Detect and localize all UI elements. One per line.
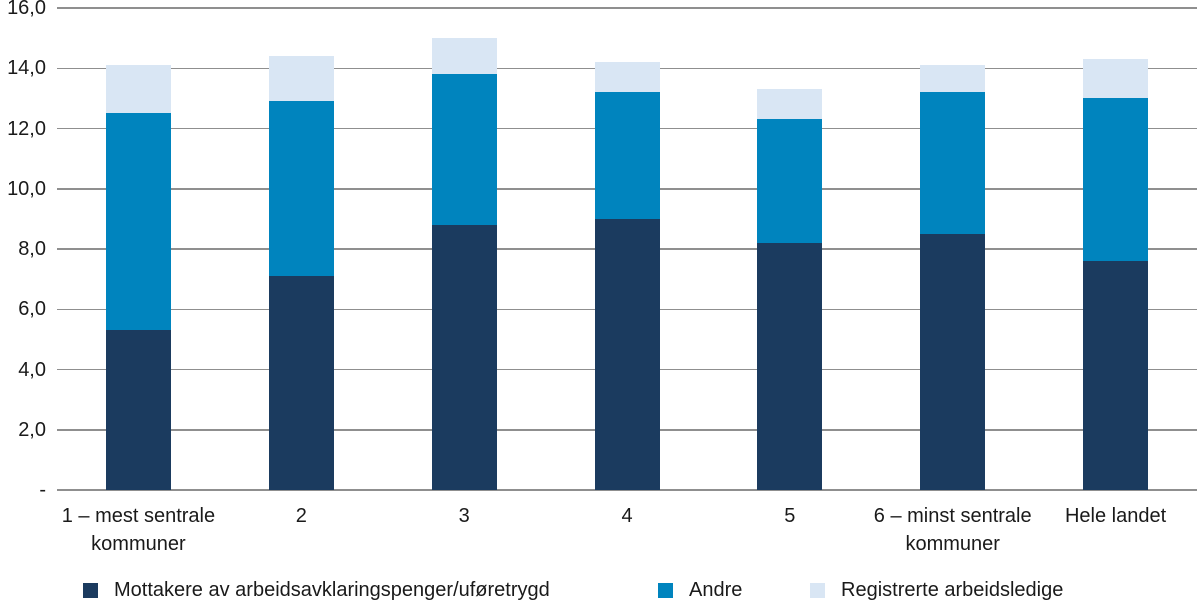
bar-segment: [268, 56, 334, 102]
legend-item: Registrerte arbeidsledige: [810, 579, 1063, 601]
legend-swatch: [83, 582, 98, 598]
bar-segment: [105, 330, 171, 490]
y-tick-label: 10,0: [7, 177, 46, 200]
legend-item: Andre: [658, 579, 742, 601]
bar-segment: [105, 65, 171, 114]
bar-segment: [1083, 98, 1149, 262]
bar-segment: [594, 218, 660, 490]
y-tick-label: 2,0: [18, 418, 46, 441]
y-tick-label: 16,0: [7, 0, 46, 19]
bar-segment: [268, 101, 334, 277]
gridline: [57, 7, 1197, 9]
bar-segment: [920, 65, 986, 93]
x-tick-label: Hele landet: [1064, 505, 1167, 527]
bar-segment: [920, 92, 986, 234]
bar-segment: [757, 242, 823, 490]
bar-segment: [431, 38, 497, 75]
y-tick-label: 8,0: [18, 238, 46, 260]
bar-segment: [268, 276, 334, 490]
y-tick-label: 12,0: [7, 117, 46, 140]
x-tick-label: 6 – minst sentrale kommuner: [873, 505, 1032, 555]
legend-swatch: [810, 582, 825, 598]
bar-segment: [1083, 261, 1149, 490]
y-tick-label: 6,0: [18, 298, 46, 321]
y-tick-label: 4,0: [18, 358, 46, 381]
bar-segment: [105, 113, 171, 331]
legend-label: Registrerte arbeidsledige: [841, 579, 1064, 601]
bar-segment: [757, 119, 823, 243]
bar-segment: [920, 233, 986, 490]
bar-segment: [431, 74, 497, 225]
y-tick-label: -: [39, 479, 46, 501]
bar-segment: [431, 224, 497, 490]
legend-swatch: [658, 582, 673, 598]
x-tick-label: 3: [458, 505, 470, 527]
bar-segment: [594, 62, 660, 93]
legend-item: Mottakere av arbeidsavklaringspenger/ufø…: [83, 579, 550, 601]
x-tick-label: 4: [621, 505, 633, 527]
x-tick-label: 2: [295, 505, 307, 527]
gridline: [57, 489, 1197, 491]
bar-segment: [757, 89, 823, 120]
x-tick-label: 1 – mest sentrale kommuner: [61, 505, 216, 555]
legend-label: Andre: [689, 579, 743, 601]
bar-segment: [1083, 59, 1149, 99]
x-tick-label: 5: [784, 505, 796, 527]
y-tick-label: 14,0: [7, 57, 46, 80]
legend-label: Mottakere av arbeidsavklaringspenger/ufø…: [114, 579, 550, 601]
bar-segment: [594, 92, 660, 219]
